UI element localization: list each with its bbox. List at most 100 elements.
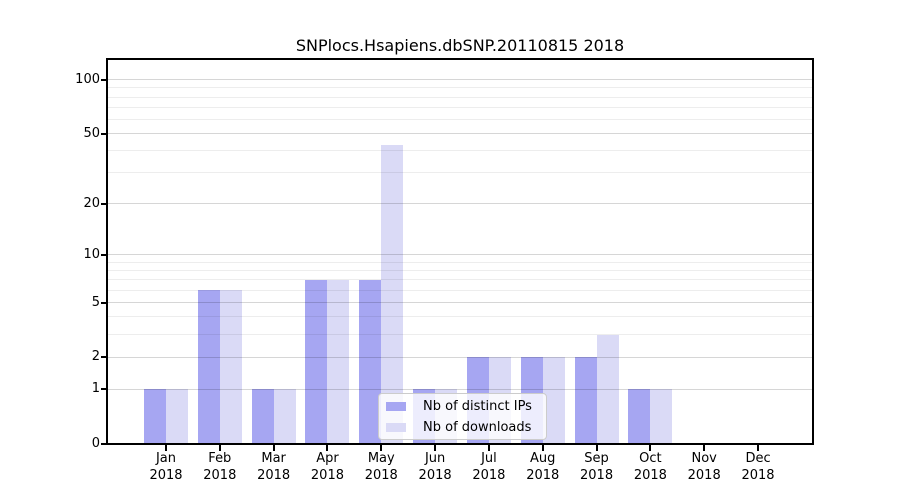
minor-gridline xyxy=(108,119,812,120)
x-tick-label: Feb 2018 xyxy=(192,450,248,484)
x-tick-month: Sep xyxy=(584,451,609,466)
major-gridline xyxy=(108,79,812,81)
x-tick-mark xyxy=(434,445,437,451)
x-tick-year: 2018 xyxy=(149,468,183,483)
bar-nb-of-downloads-aug xyxy=(542,357,565,444)
x-tick-mark xyxy=(649,445,652,451)
x-tick-year: 2018 xyxy=(418,468,452,483)
x-tick-mark xyxy=(541,445,544,451)
x-tick-year: 2018 xyxy=(741,468,775,483)
x-tick-mark xyxy=(218,445,221,451)
y-tick-label: 2 xyxy=(91,349,100,365)
minor-gridline xyxy=(108,316,812,318)
bar-nb-of-downloads-jan xyxy=(166,389,188,444)
x-tick-label: Mar 2018 xyxy=(246,450,302,484)
x-tick-mark xyxy=(326,445,329,451)
legend-label-distinct-ips: Nb of distinct IPs xyxy=(423,398,532,414)
x-tick-year: 2018 xyxy=(310,468,344,483)
x-tick-mark xyxy=(380,445,383,451)
x-tick-mark xyxy=(703,445,706,451)
y-tick-mark xyxy=(101,356,107,359)
major-gridline xyxy=(108,356,812,358)
minor-gridline xyxy=(108,107,812,109)
bar-nb-of-downloads-apr xyxy=(327,279,350,444)
x-tick-month: Apr xyxy=(316,451,339,466)
minor-gridline xyxy=(108,261,812,263)
minor-gridline xyxy=(108,150,812,152)
bar-nb-of-distinct-ips-sep xyxy=(574,357,597,444)
x-tick-month: Mar xyxy=(261,451,286,466)
major-gridline xyxy=(108,388,812,390)
chart-title: SNPlocs.Hsapiens.dbSNP.20110815 2018 xyxy=(295,36,625,55)
x-tick-month: Nov xyxy=(691,451,717,466)
major-gridline xyxy=(108,302,812,304)
y-tick-mark xyxy=(101,78,107,81)
x-tick-mark xyxy=(272,445,275,451)
x-tick-month: Jun xyxy=(424,451,446,466)
bar-nb-of-downloads-oct xyxy=(650,389,673,444)
x-tick-label: Jan 2018 xyxy=(138,450,194,484)
x-tick-mark xyxy=(757,445,760,451)
y-tick-mark xyxy=(101,253,107,256)
x-tick-month: Jul xyxy=(481,451,497,466)
legend-swatch-downloads-icon xyxy=(386,422,406,432)
x-tick-year: 2018 xyxy=(687,468,721,483)
x-tick-year: 2018 xyxy=(203,468,237,483)
bar-nb-of-downloads-may xyxy=(381,145,404,444)
x-tick-label: Jun 2018 xyxy=(407,450,463,484)
bar-nb-of-downloads-feb xyxy=(219,290,242,444)
minor-gridline xyxy=(108,279,812,281)
minor-gridline xyxy=(108,334,812,336)
x-tick-year: 2018 xyxy=(580,468,614,483)
x-tick-label: May 2018 xyxy=(353,450,409,484)
x-tick-month: May xyxy=(367,451,395,466)
y-tick-label: 100 xyxy=(75,71,100,87)
y-tick-label: 10 xyxy=(83,246,100,262)
y-tick-mark xyxy=(101,301,107,304)
y-tick-label: 0 xyxy=(91,436,100,451)
x-tick-year: 2018 xyxy=(633,468,667,483)
legend-label-downloads: Nb of downloads xyxy=(423,419,532,435)
x-tick-label: Dec 2018 xyxy=(730,450,786,484)
legend: Nb of distinct IPs Nb of downloads xyxy=(378,393,547,440)
x-tick-label: Oct 2018 xyxy=(622,450,678,484)
bar-nb-of-distinct-ips-mar xyxy=(251,389,274,444)
x-tick-label: Sep 2018 xyxy=(569,450,625,484)
bar-nb-of-distinct-ips-apr xyxy=(305,279,328,444)
legend-item-downloads: Nb of downloads xyxy=(386,419,546,436)
bar-nb-of-downloads-sep xyxy=(596,334,619,444)
x-tick-label: Jul 2018 xyxy=(461,450,517,484)
legend-item-distinct-ips: Nb of distinct IPs xyxy=(386,398,546,415)
y-tick-label: 1 xyxy=(91,381,100,397)
x-tick-year: 2018 xyxy=(526,468,560,483)
y-tick-mark xyxy=(101,202,107,205)
major-gridline xyxy=(108,203,812,205)
x-tick-label: Nov 2018 xyxy=(676,450,732,484)
y-tick-label: 20 xyxy=(83,195,100,211)
x-tick-label: Aug 2018 xyxy=(515,450,571,484)
x-tick-year: 2018 xyxy=(257,468,291,483)
x-tick-month: Dec xyxy=(745,451,771,466)
x-tick-year: 2018 xyxy=(472,468,506,483)
x-tick-month: Oct xyxy=(639,451,662,466)
major-gridline xyxy=(108,254,812,256)
bar-nb-of-downloads-mar xyxy=(273,389,296,444)
minor-gridline xyxy=(108,270,812,272)
x-tick-year: 2018 xyxy=(364,468,398,483)
bar-nb-of-distinct-ips-oct xyxy=(628,389,651,444)
x-tick-label: Apr 2018 xyxy=(299,450,355,484)
x-tick-month: Aug xyxy=(530,451,556,466)
legend-swatch-distinct-ips-icon xyxy=(386,401,406,411)
x-tick-month: Feb xyxy=(208,451,232,466)
major-gridline xyxy=(108,133,812,135)
x-tick-mark xyxy=(595,445,598,451)
x-tick-mark xyxy=(165,445,167,451)
minor-gridline xyxy=(108,87,812,89)
y-tick-mark xyxy=(101,132,107,135)
y-tick-label: 5 xyxy=(91,294,100,310)
minor-gridline xyxy=(108,96,812,98)
y-tick-mark xyxy=(101,443,107,445)
bar-nb-of-distinct-ips-jan xyxy=(144,389,166,444)
minor-gridline xyxy=(108,289,812,291)
